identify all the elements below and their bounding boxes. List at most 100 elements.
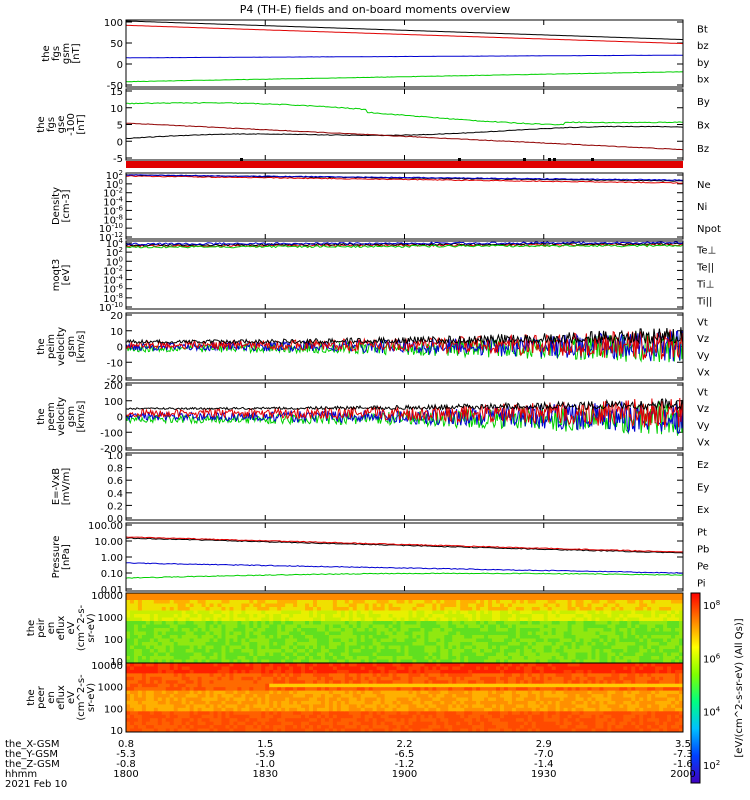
heatmap-cell [380,687,386,692]
heatmap-cell [400,690,406,695]
heatmap-cell [340,711,346,716]
heatmap-cell [551,638,557,643]
heatmap-cell [249,690,254,695]
heatmap-cell [320,680,326,685]
heatmap-cell [205,707,211,712]
heatmap-cell [348,725,354,730]
heatmap-cell [241,610,246,615]
heatmap-cell [523,645,529,650]
heatmap-cell [551,607,557,612]
heatmap-cell [209,721,215,726]
heatmap-cell [380,666,386,671]
heatmap-cell [360,593,366,598]
heatmap-cell [468,725,473,730]
heatmap-cell [213,714,219,719]
heatmap-cell [177,645,183,650]
heatmap-cell [185,673,191,678]
heatmap-cell [169,617,175,622]
heatmap-cell [289,687,294,692]
heatmap-cell [265,617,270,622]
heatmap-cell [392,656,398,661]
heatmap-cell [384,645,390,650]
heatmap-cell [651,656,656,661]
heatmap-cell [289,707,294,712]
heatmap-cell [312,711,318,716]
heatmap-cell [149,649,155,654]
heatmap-cell [555,621,561,626]
heatmap-cell [297,680,302,685]
heatmap-cell [177,659,183,663]
heatmap-cell [444,659,449,663]
heatmap-cell [133,728,139,732]
heatmap-cell [305,690,310,695]
heatmap-cell [352,673,358,678]
heatmap-cell [261,700,266,705]
ylabel-line: the [41,45,52,61]
heatmap-cell [301,638,306,643]
heatmap-cell [488,614,493,619]
heatmap-cell [161,683,167,688]
heatmap-cell [233,690,238,695]
heatmap-cell [265,621,270,626]
heatmap-cell [229,628,235,633]
heatmap-cell [675,649,680,654]
heatmap-cell [189,607,195,612]
legend-bz: bz [697,41,709,52]
heatmap-cell [408,707,414,712]
heatmap-cell [177,711,183,716]
heatmap-cell [277,603,282,608]
heatmap-cell [356,669,362,674]
heatmap-cell [273,714,278,719]
heatmap-cell [305,593,310,598]
heatmap-cell [412,638,418,643]
heatmap-cell [519,593,525,598]
heatmap-cell [527,600,533,605]
heatmap-cell [297,711,302,716]
heatmap-cell [507,614,513,619]
heatmap-cell [324,642,330,647]
heatmap-cell [177,624,183,629]
heatmap-cell [372,690,378,695]
heatmap-cell [432,628,437,633]
heatmap-cell [436,725,441,730]
heatmap-cell [297,635,302,640]
heatmap-cell [257,603,262,608]
heatmap-cell [297,690,302,695]
heatmap-cell [412,666,418,671]
heatmap-cell [281,607,286,612]
heatmap-cell [129,628,135,633]
heatmap-cell [221,718,227,723]
heatmap-cell [301,704,306,709]
heatmap-cell [547,628,553,633]
heatmap-cell [424,673,429,678]
heatmap-cell [360,728,366,732]
heatmap-cell [444,673,449,678]
heatmap-cell [332,593,338,598]
heatmap-cell [145,725,151,730]
heatmap-cell [400,603,406,608]
heatmap-cell [241,659,246,663]
heatmap-cell [133,673,139,678]
heatmap-cell [635,614,640,619]
heatmap-cell [149,659,155,663]
heatmap-cell [384,603,390,608]
heatmap-cell [257,721,262,726]
heatmap-cell [320,659,326,663]
heatmap-cell [352,663,358,668]
heatmap-cell [253,700,258,705]
heatmap-cell [245,610,250,615]
heatmap-cell [320,610,326,615]
heatmap-cell [436,704,441,709]
heatmap-cell [320,593,326,598]
heatmap-cell [599,645,605,650]
heatmap-cell [189,700,195,705]
heatmap-cell [484,669,489,674]
heatmap-cell [205,663,211,668]
heatmap-cell [293,593,298,598]
heatmap-cell [352,642,358,647]
heatmap-cell [336,659,342,663]
heatmap-cell [587,638,593,643]
heatmap-cell [543,614,549,619]
panel-frame [125,312,684,381]
heatmap-cell [348,714,354,719]
